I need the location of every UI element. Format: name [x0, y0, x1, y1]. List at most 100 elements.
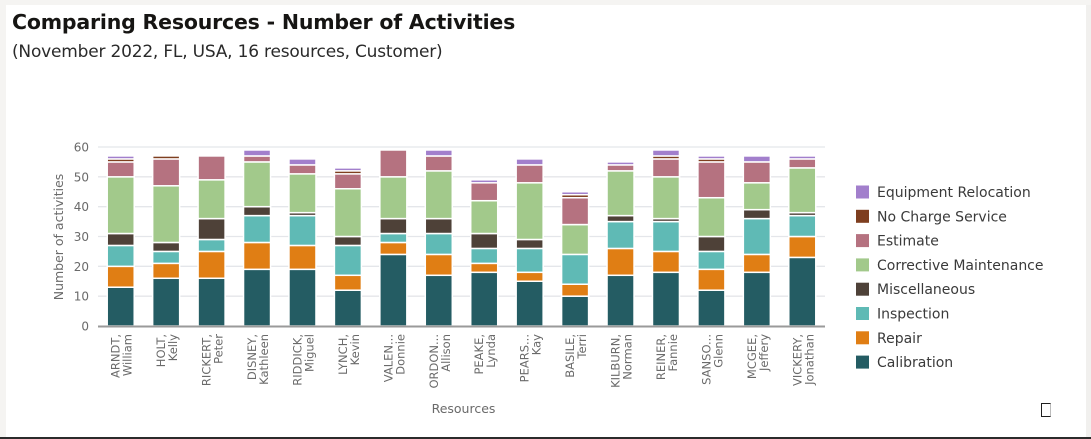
bar-segment-miscellaneous[interactable] [424, 217, 454, 235]
bar-segment-estimate[interactable] [333, 173, 363, 190]
bar-stack[interactable] [469, 179, 499, 327]
bar-segment-estimate[interactable] [560, 196, 590, 226]
bar-segment-estimate[interactable] [151, 158, 181, 187]
bar-stack[interactable] [242, 149, 272, 327]
legend-item[interactable]: Miscellaneous [856, 282, 975, 298]
bar-segment-miscellaneous[interactable] [515, 238, 544, 250]
bar-segment-corrective-maintenance[interactable] [742, 182, 772, 211]
bar-segment-equipment-relocation[interactable] [515, 158, 544, 166]
bar-segment-inspection[interactable] [560, 253, 590, 285]
bar-stack[interactable] [515, 158, 544, 327]
bar-segment-equipment-relocation[interactable] [606, 161, 635, 166]
bar-segment-calibration[interactable] [515, 280, 544, 327]
bar-segment-inspection[interactable] [742, 217, 772, 256]
bar-stack[interactable] [742, 155, 772, 327]
bar-segment-corrective-maintenance[interactable] [379, 176, 408, 220]
bar-segment-inspection[interactable] [515, 247, 544, 274]
bar-segment-calibration[interactable] [651, 271, 681, 327]
bar-segment-repair[interactable] [379, 241, 408, 256]
bar-segment-inspection[interactable] [288, 214, 317, 247]
bar-segment-repair[interactable] [651, 250, 681, 274]
bar-segment-estimate[interactable] [469, 182, 499, 202]
bar-segment-estimate[interactable] [697, 161, 726, 199]
bar-segment-calibration[interactable] [288, 268, 317, 327]
bar-stack[interactable] [651, 149, 681, 327]
bar-segment-calibration[interactable] [333, 289, 363, 327]
bar-segment-estimate[interactable] [651, 158, 681, 178]
bar-segment-calibration[interactable] [197, 277, 226, 327]
scrollbar-track[interactable] [1086, 5, 1091, 437]
bar-segment-inspection[interactable] [788, 214, 817, 238]
bar-segment-estimate[interactable] [606, 164, 635, 172]
bar-segment-calibration[interactable] [106, 286, 135, 327]
bar-segment-miscellaneous[interactable] [242, 205, 272, 217]
bar-segment-corrective-maintenance[interactable] [197, 179, 226, 220]
bar-segment-corrective-maintenance[interactable] [515, 182, 544, 241]
bar-segment-miscellaneous[interactable] [469, 232, 499, 250]
bar-segment-estimate[interactable] [197, 155, 226, 181]
bar-segment-inspection[interactable] [606, 220, 635, 250]
bar-segment-miscellaneous[interactable] [697, 235, 726, 253]
bar-segment-miscellaneous[interactable] [333, 235, 363, 247]
bar-segment-estimate[interactable] [242, 155, 272, 163]
bar-stack[interactable] [151, 155, 181, 327]
bar-segment-calibration[interactable] [788, 256, 817, 327]
bar-segment-equipment-relocation[interactable] [651, 149, 681, 157]
bar-segment-calibration[interactable] [742, 271, 772, 327]
bar-segment-equipment-relocation[interactable] [242, 149, 272, 157]
bar-segment-corrective-maintenance[interactable] [424, 170, 454, 220]
bar-segment-repair[interactable] [697, 268, 726, 291]
bar-segment-repair[interactable] [560, 283, 590, 297]
bar-segment-corrective-maintenance[interactable] [151, 185, 181, 244]
bar-segment-corrective-maintenance[interactable] [333, 188, 363, 238]
bar-segment-calibration[interactable] [469, 271, 499, 327]
bar-segment-inspection[interactable] [651, 220, 681, 253]
bar-segment-corrective-maintenance[interactable] [788, 167, 817, 214]
bar-segment-corrective-maintenance[interactable] [560, 223, 590, 256]
bar-stack[interactable] [606, 161, 635, 327]
bar-segment-repair[interactable] [788, 235, 817, 259]
bar-segment-equipment-relocation[interactable] [333, 167, 363, 172]
bar-stack[interactable] [560, 191, 590, 327]
bar-segment-equipment-relocation[interactable] [288, 158, 317, 166]
bar-segment-corrective-maintenance[interactable] [469, 199, 499, 235]
bar-segment-corrective-maintenance[interactable] [106, 176, 135, 235]
bar-segment-corrective-maintenance[interactable] [288, 173, 317, 214]
bar-segment-repair[interactable] [469, 262, 499, 274]
bar-segment-calibration[interactable] [606, 274, 635, 327]
bar-segment-miscellaneous[interactable] [606, 214, 635, 223]
bar-segment-repair[interactable] [288, 244, 317, 271]
bar-segment-corrective-maintenance[interactable] [697, 196, 726, 238]
bar-stack[interactable] [333, 167, 363, 327]
bar-segment-inspection[interactable] [469, 247, 499, 265]
legend-item[interactable]: Repair [856, 331, 922, 347]
bar-segment-miscellaneous[interactable] [151, 241, 181, 253]
bar-segment-repair[interactable] [242, 241, 272, 271]
bar-segment-repair[interactable] [606, 247, 635, 277]
bar-segment-equipment-relocation[interactable] [106, 155, 135, 160]
bar-segment-inspection[interactable] [197, 238, 226, 253]
bar-stack[interactable] [379, 149, 408, 327]
bar-stack[interactable] [197, 155, 226, 327]
bar-segment-calibration[interactable] [560, 295, 590, 327]
bar-segment-estimate[interactable] [288, 164, 317, 175]
bar-segment-repair[interactable] [197, 250, 226, 280]
bar-stack[interactable] [288, 158, 317, 327]
bar-segment-repair[interactable] [515, 271, 544, 282]
legend-item[interactable]: Estimate [856, 234, 939, 250]
bar-segment-miscellaneous[interactable] [197, 217, 226, 241]
bar-segment-corrective-maintenance[interactable] [651, 176, 681, 220]
bar-segment-corrective-maintenance[interactable] [606, 170, 635, 217]
bar-segment-inspection[interactable] [424, 232, 454, 256]
legend-item[interactable]: Inspection [856, 307, 949, 323]
bar-segment-inspection[interactable] [151, 250, 181, 265]
bar-segment-estimate[interactable] [515, 164, 544, 184]
maximize-icon[interactable] [1041, 403, 1051, 417]
bar-segment-repair[interactable] [106, 265, 135, 288]
bar-stack[interactable] [697, 155, 726, 327]
bar-segment-repair[interactable] [151, 262, 181, 280]
bar-segment-estimate[interactable] [106, 161, 135, 178]
bar-segment-calibration[interactable] [242, 268, 272, 327]
bar-segment-equipment-relocation[interactable] [560, 191, 590, 196]
legend-item[interactable]: Calibration [856, 355, 953, 371]
